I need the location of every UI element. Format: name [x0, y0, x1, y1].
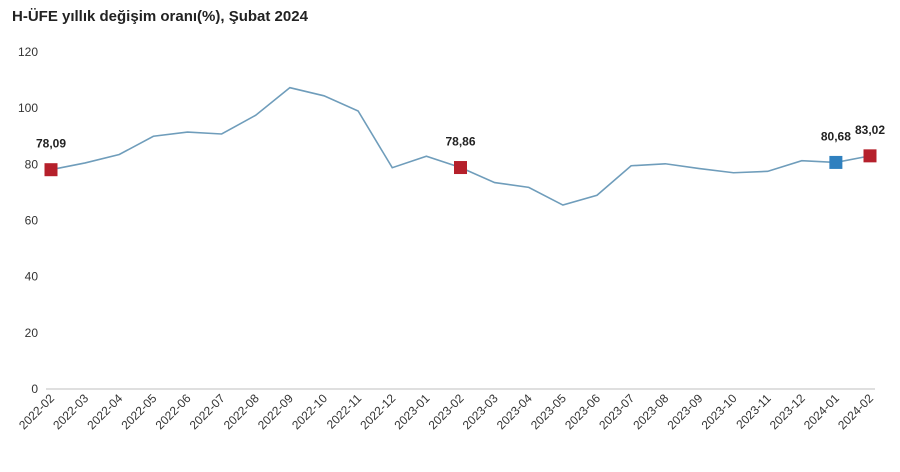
y-tick-label: 120 — [18, 45, 38, 59]
x-tick-label: 2023-11 — [733, 391, 774, 432]
x-tick-label: 2022-11 — [324, 391, 365, 432]
x-tick-label: 2022-12 — [357, 391, 398, 432]
x-tick-label: 2022-06 — [153, 391, 194, 432]
y-tick-label: 60 — [25, 214, 39, 228]
data-markers: 78,09 78,86 80,68 83,02 — [36, 123, 885, 177]
x-tick-label: 2023-06 — [562, 391, 603, 432]
data-marker — [454, 161, 467, 175]
x-axis-ticks: 2022-022022-032022-042022-052022-062022-… — [16, 391, 876, 432]
data-label: 80,68 — [821, 129, 851, 143]
data-label: 78,09 — [36, 137, 66, 151]
y-axis-ticks: 0 20 40 60 80 100 120 — [18, 45, 38, 396]
x-tick-label: 2024-01 — [801, 391, 842, 432]
x-tick-label: 2023-04 — [494, 391, 535, 432]
data-label: 78,86 — [445, 135, 475, 149]
x-tick-label: 2022-07 — [187, 391, 228, 432]
data-marker — [863, 149, 877, 163]
x-tick-label: 2022-03 — [50, 391, 91, 432]
y-tick-label: 40 — [25, 270, 39, 284]
x-tick-label: 2022-10 — [289, 391, 330, 432]
x-tick-label: 2022-08 — [221, 391, 262, 432]
x-tick-label: 2022-05 — [118, 391, 159, 432]
x-tick-label: 2023-03 — [460, 391, 501, 432]
x-tick-label: 2023-07 — [596, 391, 637, 432]
x-tick-label: 2022-09 — [255, 391, 296, 432]
data-marker — [829, 155, 843, 169]
x-tick-label: 2023-12 — [767, 391, 808, 432]
x-tick-label: 2022-02 — [16, 391, 57, 432]
x-tick-label: 2023-01 — [391, 391, 432, 432]
y-tick-label: 20 — [25, 326, 39, 340]
x-tick-label: 2023-05 — [528, 391, 569, 432]
x-tick-label: 2023-02 — [426, 391, 467, 432]
x-tick-label: 2024-02 — [835, 391, 876, 432]
x-tick-label: 2022-04 — [84, 391, 125, 432]
y-tick-label: 0 — [31, 382, 38, 396]
data-label: 83,02 — [855, 123, 885, 137]
y-tick-label: 100 — [18, 101, 38, 115]
x-tick-label: 2023-10 — [699, 391, 740, 432]
chart-title: H-ÜFE yıllık değişim oranı(%), Şubat 202… — [12, 8, 308, 25]
x-tick-label: 2023-08 — [630, 391, 671, 432]
data-marker — [44, 163, 58, 177]
x-tick-label: 2023-09 — [664, 391, 705, 432]
y-tick-label: 80 — [25, 157, 39, 171]
